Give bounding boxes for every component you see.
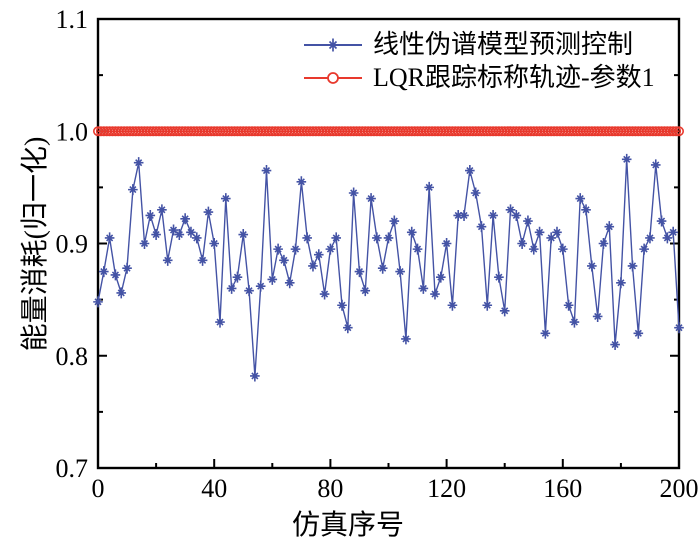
x-tick-label: 0: [92, 474, 105, 503]
y-tick-label: 1.1: [56, 5, 89, 34]
legend-item: LQR跟踪标称轨迹-参数1: [302, 61, 655, 94]
x-tick-label: 80: [317, 474, 343, 503]
legend: 线性伪谱模型预测控制 LQR跟踪标称轨迹-参数1: [302, 28, 655, 94]
x-tick-label: 120: [427, 474, 466, 503]
x-tick-labels: 0 40 80 120 160 200: [92, 474, 699, 503]
y-tick-label: 0.7: [56, 454, 89, 483]
legend-label: LQR跟踪标称轨迹-参数1: [373, 62, 655, 92]
y-tick-labels: 0.7 0.8 0.9 1.0 1.1: [56, 5, 89, 483]
legend-marker-asterisk-icon: [304, 38, 362, 51]
legend-marker-circle-icon: [304, 71, 362, 84]
y-tick-label: 0.8: [56, 342, 89, 371]
y-tick-label: 0.9: [56, 230, 89, 259]
legend-label: 线性伪谱模型预测控制: [373, 29, 634, 59]
asterisk-markers: [93, 153, 684, 382]
series-linear-pseudospectral-mpc: [93, 153, 684, 382]
y-tick-label: 1.0: [56, 117, 89, 146]
x-tick-label: 200: [660, 474, 699, 503]
x-tick-label: 160: [543, 474, 582, 503]
x-tick-label: 40: [201, 474, 227, 503]
x-axis-title: 仿真序号: [291, 510, 405, 541]
plot-border: [96, 17, 681, 470]
series-lqr-nominal: [93, 126, 684, 137]
y-axis-title: 能量消耗(归一化): [20, 136, 51, 352]
legend-item: 线性伪谱模型预测控制: [302, 28, 655, 61]
